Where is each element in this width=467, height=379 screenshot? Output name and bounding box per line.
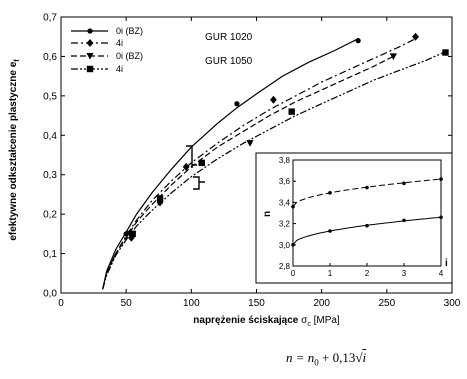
data-point — [129, 230, 136, 238]
formula-radical: √ — [355, 350, 363, 365]
data-point — [182, 162, 190, 171]
bracket-upper — [186, 145, 197, 168]
inset-y-tick-label: 3,4 — [279, 198, 291, 207]
inset-x-tick-label: 1 — [328, 269, 333, 278]
inset-x-tick-label: 0 — [291, 269, 296, 278]
inset-y-tick-label: 3,8 — [279, 156, 291, 165]
formula-n: n — [286, 350, 293, 365]
x-axis-label: naprężenie ściskające σc [MPa] — [193, 315, 340, 328]
inset-series-2 — [291, 215, 443, 247]
inset-data-point — [328, 191, 332, 195]
legend-label: 4i — [116, 38, 123, 48]
series-4 — [102, 49, 449, 290]
y-tick-label: 0,5 — [43, 91, 57, 102]
inset-data-point — [365, 223, 369, 228]
inset-y-tick-label: 3,2 — [279, 220, 291, 229]
formula-eq: = — [292, 350, 308, 365]
data-point — [246, 140, 254, 147]
x-tick-label: 0 — [58, 298, 64, 309]
legend: 0i (BZ) 4i 0i (BZ) 4i — [71, 26, 143, 74]
inset-data-point — [291, 243, 295, 247]
group-label-gur1020: GUR 1020 — [205, 32, 253, 43]
data-point — [355, 38, 361, 44]
legend-marker — [87, 28, 93, 34]
data-point — [389, 53, 397, 61]
formula-i: i — [362, 350, 367, 365]
bracket-lower — [193, 176, 205, 190]
y-tick-label: 0,6 — [43, 52, 57, 63]
data-point — [198, 159, 205, 167]
inset-data-point — [291, 204, 295, 209]
inset-data-point — [402, 181, 406, 186]
main-plot: 0 50 100 150 200 250 300 0,0 0,1 0,2 0,3 0,4 0,5 0,6 0… — [8, 13, 461, 329]
legend-label: 0i (BZ) — [116, 26, 143, 36]
inset-y-axis-label: n — [262, 211, 273, 217]
inset-box — [255, 152, 453, 284]
legend-marker — [86, 65, 94, 73]
inset-x-tick-label: 3 — [402, 269, 407, 278]
x-tick-label: 300 — [444, 298, 461, 309]
legend-label: 0i (BZ) — [116, 51, 143, 61]
inset-x-axis-label: i — [445, 258, 448, 269]
x-tick-label: 200 — [313, 298, 330, 309]
y-tick-label: 0,2 — [43, 210, 57, 221]
y-tick-label: 0,0 — [43, 289, 57, 300]
inset-y-tick-label: 3,0 — [279, 241, 291, 250]
inset-x-tick-label: 4 — [439, 269, 444, 278]
inset-data-point — [328, 229, 332, 233]
y-tick-label: 0,4 — [43, 131, 57, 142]
group-label-gur1050: GUR 1050 — [205, 56, 253, 67]
series-line — [102, 55, 394, 290]
inset-series-1 — [291, 177, 443, 209]
data-point — [442, 49, 449, 56]
x-tick-label: 100 — [183, 298, 200, 309]
y-axis-label: efektywne odkształcenie plastyczne ef — [8, 59, 21, 241]
data-point — [156, 195, 164, 202]
formula-coef: + 0,13 — [318, 350, 356, 365]
data-point — [288, 108, 295, 115]
formula-n0-sub: 0 — [314, 357, 319, 368]
inset-plot: 0 1 2 3 4 2,8 3,0 3,2 3,4 3,6 3,8 i n — [255, 152, 453, 284]
inset-x-tick-label: 2 — [365, 269, 370, 278]
series-line — [102, 49, 449, 290]
inset-data-point — [439, 215, 443, 220]
inset-y-tick-label: 2,8 — [279, 262, 291, 271]
x-tick-label: 50 — [121, 298, 133, 309]
inset-data-point — [402, 218, 406, 223]
inset-y-tick-label: 3,6 — [279, 177, 291, 186]
data-point — [412, 32, 419, 41]
series-line — [102, 36, 420, 290]
legend-label: 4i — [116, 64, 123, 74]
data-point — [234, 101, 240, 107]
y-tick-label: 0,1 — [43, 249, 57, 260]
formula: n = n0 + 0,13√i — [286, 350, 466, 370]
y-tick-label: 0,7 — [43, 13, 57, 24]
inset-data-point — [439, 177, 443, 181]
inset-data-point — [365, 185, 369, 190]
formula-n0: n — [307, 350, 315, 365]
legend-marker — [86, 39, 94, 47]
legend-marker — [86, 53, 94, 60]
x-tick-label: 150 — [248, 298, 265, 309]
x-tick-label: 250 — [378, 298, 395, 309]
y-tick-label: 0,3 — [43, 170, 57, 181]
data-point — [270, 95, 277, 104]
